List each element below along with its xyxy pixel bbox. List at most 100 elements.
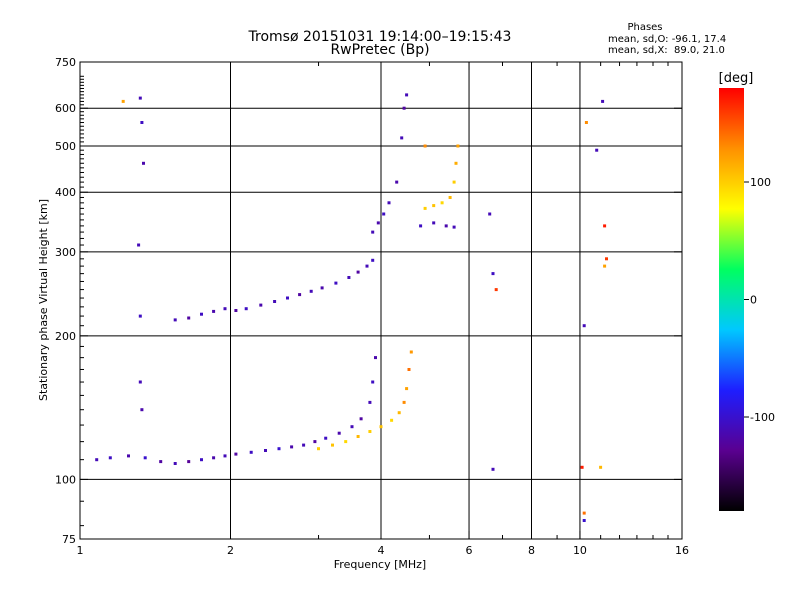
data-point — [140, 408, 144, 412]
data-point — [599, 465, 603, 469]
chart-subtitle: RwPretec (Bp) — [330, 42, 429, 58]
phases-header: Phases — [627, 22, 662, 33]
data-point — [350, 425, 354, 429]
colorbar-label: [deg] — [719, 71, 754, 86]
data-point — [344, 440, 348, 444]
data-point — [140, 121, 144, 124]
data-point — [374, 356, 377, 360]
data-point — [432, 204, 436, 208]
data-point — [234, 452, 238, 456]
data-point — [371, 230, 375, 234]
data-point — [432, 221, 436, 225]
data-point — [371, 258, 375, 262]
data-point — [302, 443, 306, 447]
data-point — [277, 447, 281, 451]
data-points — [95, 93, 608, 522]
data-point — [395, 180, 399, 184]
colorbar-tick-label: 0 — [750, 294, 757, 307]
data-point — [423, 144, 427, 148]
data-point — [347, 276, 351, 279]
data-point — [244, 307, 248, 311]
data-point — [173, 462, 177, 465]
data-point — [324, 436, 328, 440]
x-axis-label: Frequency [MHz] — [334, 558, 426, 571]
data-point — [605, 257, 608, 261]
data-point — [407, 368, 411, 371]
data-point — [400, 136, 404, 140]
data-point — [448, 196, 452, 199]
colorbar-tick-label: 100 — [750, 176, 771, 189]
data-point — [138, 314, 142, 318]
data-point — [359, 417, 363, 421]
data-point — [382, 212, 386, 216]
data-point — [313, 440, 317, 444]
x-axis: 1 2 4 6 8 10 16 — [77, 62, 689, 557]
data-point — [127, 454, 130, 458]
data-point — [200, 312, 203, 316]
data-point — [397, 411, 401, 415]
data-point — [423, 206, 427, 210]
data-point — [259, 303, 263, 307]
colorbar — [719, 88, 744, 511]
data-point — [290, 445, 294, 449]
data-point — [582, 519, 586, 522]
data-point — [376, 221, 380, 225]
data-point — [368, 400, 372, 404]
data-point — [317, 447, 320, 451]
data-point — [143, 456, 147, 460]
grid-lines — [80, 62, 682, 539]
data-point — [452, 180, 456, 184]
x-tick-label: 2 — [227, 544, 234, 557]
chart-title: Tromsø 20151031 19:14:00–19:15:43 — [248, 29, 512, 45]
data-point — [137, 243, 141, 247]
data-point — [456, 144, 460, 148]
data-point — [356, 435, 360, 438]
data-point — [365, 264, 369, 268]
data-point — [331, 443, 334, 447]
phases-x-stats: mean, sd,X: 89.0, 21.0 — [608, 45, 725, 56]
data-point — [249, 450, 253, 454]
data-point — [595, 148, 599, 152]
data-point — [286, 296, 289, 300]
data-point — [494, 288, 498, 292]
data-point — [223, 454, 227, 458]
data-point — [264, 449, 267, 452]
data-point — [603, 264, 607, 268]
y-tick-label: 300 — [55, 246, 76, 259]
data-point — [212, 456, 216, 460]
data-point — [452, 225, 456, 229]
y-tick-label: 200 — [55, 330, 76, 343]
y-tick-label: 500 — [55, 140, 76, 153]
x-tick-label: 6 — [466, 544, 473, 557]
data-point — [142, 161, 145, 165]
data-point — [454, 161, 458, 165]
data-point — [371, 380, 375, 384]
data-point — [584, 121, 588, 124]
phases-o-stats: mean, sd,O: -96.1, 17.4 — [608, 34, 726, 45]
data-point — [223, 307, 227, 311]
data-point — [409, 350, 413, 354]
x-tick-label: 1 — [77, 544, 84, 557]
data-point — [121, 99, 125, 103]
data-point — [337, 431, 341, 435]
data-point — [582, 324, 586, 328]
data-point — [298, 293, 302, 297]
data-point — [187, 316, 191, 320]
data-point — [580, 465, 584, 469]
data-point — [491, 272, 495, 276]
x-tick-label: 16 — [675, 544, 689, 557]
data-point — [159, 460, 163, 464]
data-point — [379, 425, 383, 429]
data-point — [390, 418, 394, 422]
data-point — [405, 93, 409, 97]
data-point — [212, 309, 216, 313]
y-tick-label: 75 — [62, 533, 76, 546]
data-point — [491, 467, 495, 471]
data-point — [234, 309, 238, 312]
data-point — [273, 300, 277, 303]
x-tick-label: 10 — [573, 544, 587, 557]
data-point — [402, 106, 406, 110]
data-point — [138, 96, 142, 100]
y-tick-label: 600 — [55, 102, 76, 115]
